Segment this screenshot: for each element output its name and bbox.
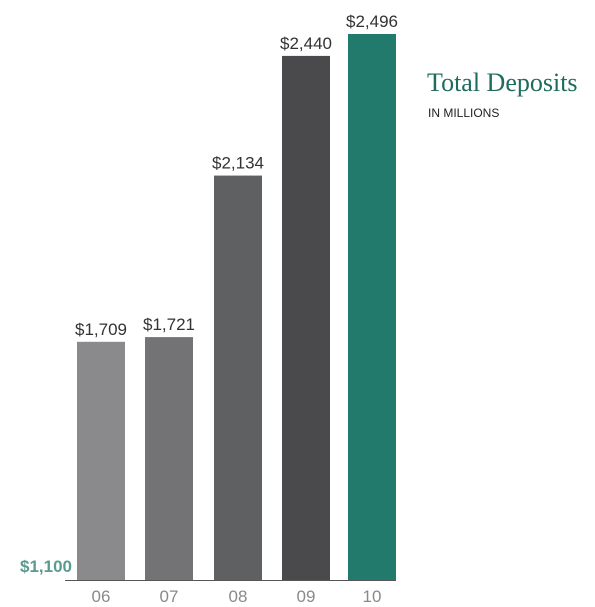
x-tick-label-10: 10 (363, 587, 382, 606)
baseline-value-label: $1,100 (20, 557, 72, 576)
x-tick-label-07: 07 (160, 587, 179, 606)
chart-subtitle: IN MILLIONS (428, 106, 500, 120)
chart-title: Total Deposits (427, 68, 578, 97)
bar-07 (145, 337, 193, 580)
value-label-06: $1,709 (75, 320, 127, 339)
bar-06 (77, 341, 125, 580)
bar-09 (282, 55, 330, 580)
value-label-09: $2,440 (280, 34, 332, 53)
bar-08 (214, 175, 262, 580)
value-label-08: $2,134 (212, 154, 264, 173)
value-label-07: $1,721 (143, 315, 195, 334)
x-tick-label-09: 09 (297, 587, 316, 606)
value-labels-group: $1,709 $1,721 $2,134 $2,440 $2,496 (75, 12, 398, 339)
x-tick-label-08: 08 (229, 587, 248, 606)
value-label-10: $2,496 (346, 12, 398, 31)
x-axis-labels-group: 06 07 08 09 10 (92, 587, 382, 606)
bars-group (77, 34, 396, 580)
bar-10 (348, 34, 396, 580)
x-tick-label-06: 06 (92, 587, 111, 606)
